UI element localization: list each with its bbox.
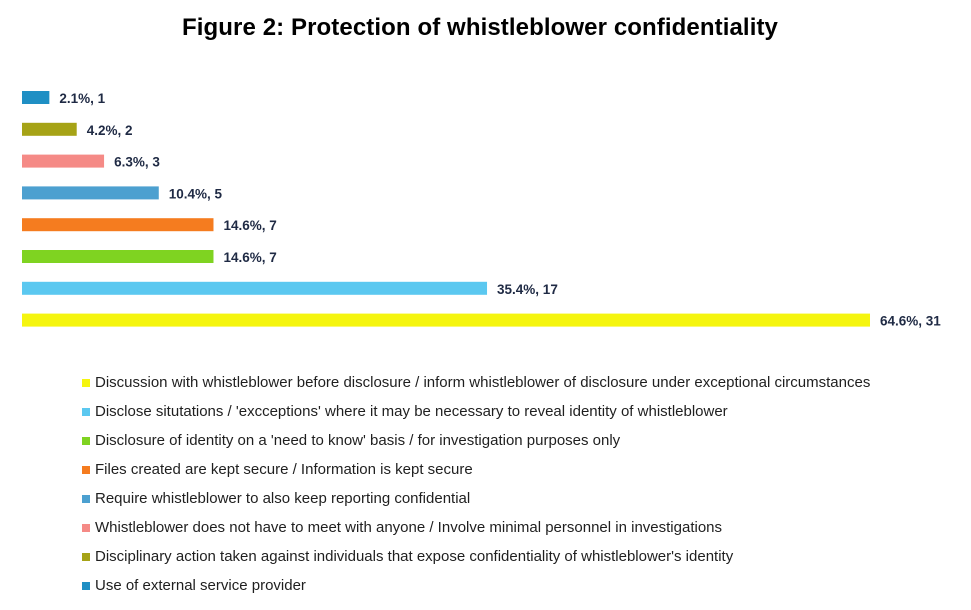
bar-label-8: 64.6%, 31: [880, 314, 941, 329]
legend-swatch: [82, 436, 90, 445]
legend-item: Discussion with whistleblower before dis…: [82, 368, 870, 397]
chart-title: Figure 2: Protection of whistleblower co…: [181, 14, 779, 41]
bar-label-6: 14.6%, 7: [223, 250, 276, 265]
legend-item: Use of external service provider: [82, 571, 870, 600]
legend-swatch: [82, 552, 90, 561]
bar-label-1: 2.1%, 1: [59, 91, 105, 106]
legend-swatch: [82, 378, 90, 387]
legend-label: Disclosure of identity on a 'need to kno…: [95, 432, 621, 449]
legend-item: Disciplinary action taken against indivi…: [82, 542, 870, 571]
legend-label: Require whistleblower to also keep repor…: [95, 490, 471, 507]
legend-item: Require whistleblower to also keep repor…: [82, 484, 870, 513]
legend-swatch: [82, 523, 90, 532]
legend-item: Files created are kept secure / Informat…: [82, 455, 870, 484]
bar-5: [22, 218, 214, 232]
bar-label-4: 10.4%, 5: [169, 186, 223, 201]
legend-label: Disclose situtations / 'excceptions' whe…: [95, 403, 728, 420]
bar-label-2: 4.2%, 2: [87, 123, 133, 138]
chart-legend: Discussion with whistleblower before dis…: [82, 368, 870, 600]
legend-item: Disclosure of identity on a 'need to kno…: [82, 426, 870, 455]
legend-label: Use of external service provider: [95, 577, 306, 594]
legend-swatch: [82, 465, 90, 474]
legend-label: Whistleblower does not have to meet with…: [95, 519, 722, 536]
bar-3: [22, 154, 105, 168]
bar-6: [22, 250, 214, 263]
bar-4: [22, 186, 159, 200]
bar-8: [22, 313, 870, 327]
legend-swatch: [82, 581, 90, 590]
legend-item: Disclose situtations / 'excceptions' whe…: [82, 397, 870, 426]
bar-label-5: 14.6%, 7: [223, 218, 276, 233]
bar-7: [22, 281, 488, 295]
legend-label: Files created are kept secure / Informat…: [95, 461, 473, 478]
bar-1: [22, 91, 50, 104]
bar-chart: 2.1%, 1 4.2%, 2 6.3%, 3 10.4%, 5 14.6%, 7 14.…: [22, 91, 941, 329]
legend-label: Discussion with whistleblower before dis…: [95, 374, 871, 391]
bar-2: [22, 122, 77, 136]
bar-label-7: 35.4%, 17: [497, 282, 558, 297]
legend-swatch: [82, 407, 90, 416]
legend-swatch: [82, 494, 90, 503]
legend-label: Disciplinary action taken against indivi…: [95, 548, 734, 565]
bar-label-3: 6.3%, 3: [114, 155, 160, 170]
legend-item: Whistleblower does not have to meet with…: [82, 513, 870, 542]
